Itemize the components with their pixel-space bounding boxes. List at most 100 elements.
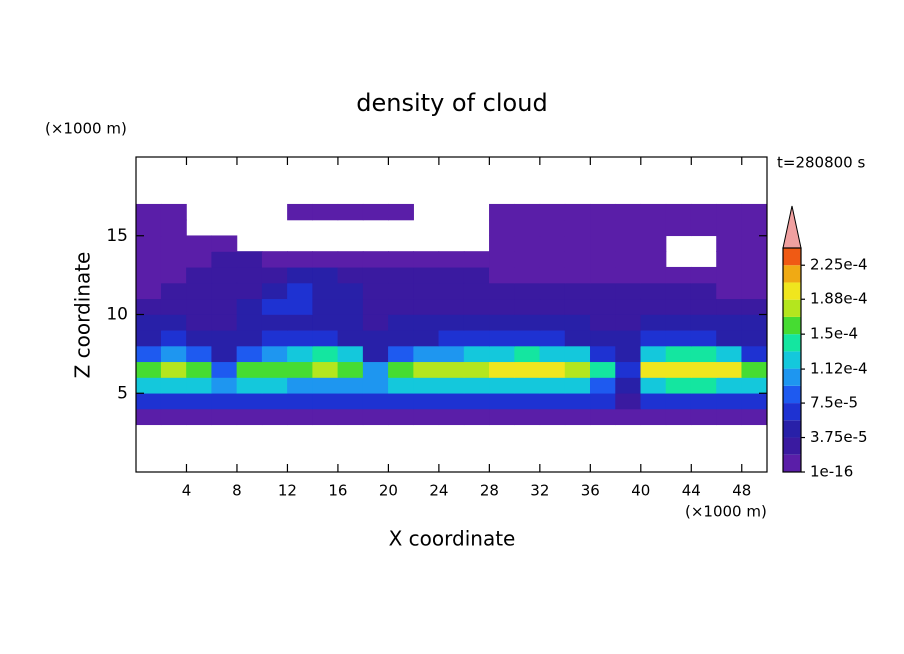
- x-tick-label: 36: [581, 482, 600, 500]
- colorbar-tick-label: 1.12e-4: [810, 360, 868, 378]
- field-cell: [539, 219, 566, 237]
- field-cell: [463, 329, 490, 347]
- field-cell: [640, 377, 667, 394]
- field-cell: [716, 345, 743, 363]
- field-cell: [716, 266, 743, 284]
- field-cell: [716, 361, 743, 378]
- field-cell: [665, 345, 692, 363]
- field-cell: [590, 298, 616, 315]
- field-cell: [590, 329, 616, 347]
- field-cell: [438, 251, 465, 268]
- field-cell: [135, 345, 162, 363]
- field-cell: [640, 314, 667, 331]
- field-cell: [463, 361, 490, 378]
- field-cell: [690, 329, 717, 347]
- field-cell: [160, 282, 187, 300]
- field-cell: [665, 266, 692, 284]
- field-cell: [236, 345, 263, 363]
- x-tick-label: 12: [278, 482, 297, 500]
- field-cell: [312, 361, 339, 378]
- field-cell: [564, 361, 591, 378]
- field-cell: [287, 282, 313, 300]
- x-tick-label: 4: [182, 482, 192, 500]
- field-cell: [640, 282, 667, 300]
- field-cell: [362, 329, 389, 347]
- field-cell: [236, 314, 263, 331]
- field-cell: [413, 377, 440, 394]
- field-cell: [489, 314, 515, 331]
- field-cell: [665, 392, 692, 410]
- field-cell: [716, 408, 743, 426]
- field-cell: [438, 377, 465, 394]
- field-cell: [337, 266, 364, 284]
- field-cell: [640, 235, 667, 252]
- field-cell: [261, 298, 288, 315]
- field-cell: [665, 282, 692, 300]
- field-cell: [160, 392, 187, 410]
- field-cell: [337, 314, 364, 331]
- field-cell: [186, 345, 213, 363]
- field-cell: [640, 329, 667, 347]
- field-cell: [135, 377, 162, 394]
- field-cell: [564, 392, 591, 410]
- x-unit: (×1000 m): [685, 503, 767, 521]
- field-cell: [287, 377, 313, 394]
- field-cell: [640, 203, 667, 221]
- field-cell: [690, 408, 717, 426]
- field-cell: [438, 314, 465, 331]
- field-cell: [160, 298, 187, 315]
- field-cell: [211, 282, 238, 300]
- field-cell: [590, 266, 616, 284]
- field-cell: [539, 235, 566, 252]
- field-cell: [160, 266, 187, 284]
- field-cell: [741, 251, 768, 268]
- field-cell: [690, 298, 717, 315]
- y-axis-label: Z coordinate: [71, 252, 95, 379]
- field-cell: [463, 314, 490, 331]
- field-cell: [741, 282, 768, 300]
- field-cell: [665, 329, 692, 347]
- field-cell: [615, 235, 642, 252]
- field-cell: [514, 345, 541, 363]
- field-cell: [514, 377, 541, 394]
- field-cell: [514, 329, 541, 347]
- field-cell: [135, 361, 162, 378]
- colorbar-segment: [783, 316, 801, 335]
- field-cell: [615, 203, 642, 221]
- field-cell: [160, 235, 187, 252]
- field-cell: [539, 282, 566, 300]
- y-tick-label: 5: [117, 383, 128, 403]
- field-cell: [615, 282, 642, 300]
- field-cell: [312, 408, 339, 426]
- field-cell: [741, 219, 768, 237]
- field-cell: [388, 266, 414, 284]
- field-cell: [388, 329, 414, 347]
- field-cell: [438, 392, 465, 410]
- field-cell: [741, 345, 768, 363]
- field-cell: [741, 408, 768, 426]
- colorbar-tick-label: 1.5e-4: [810, 325, 858, 343]
- x-tick-label: 32: [530, 482, 549, 500]
- colorbar-segment: [783, 351, 801, 369]
- field-cell: [539, 392, 566, 410]
- x-tick-label: 40: [631, 482, 650, 500]
- field-cell: [665, 377, 692, 394]
- field-cell: [489, 377, 515, 394]
- field-cell: [236, 298, 263, 315]
- field-cell: [640, 298, 667, 315]
- field-cell: [539, 377, 566, 394]
- field-cell: [741, 361, 768, 378]
- field-cell: [615, 314, 642, 331]
- field-cell: [438, 408, 465, 426]
- field-cell: [135, 203, 162, 221]
- field-cell: [337, 361, 364, 378]
- colorbar-tick-label: 3.75e-5: [810, 428, 868, 446]
- field-cell: [388, 408, 414, 426]
- field-cell: [160, 314, 187, 331]
- field-cell: [514, 235, 541, 252]
- field-cell: [362, 345, 389, 363]
- field-cell: [413, 329, 440, 347]
- field-cell: [590, 203, 616, 221]
- field-cell: [463, 408, 490, 426]
- x-tick-label: 16: [328, 482, 347, 500]
